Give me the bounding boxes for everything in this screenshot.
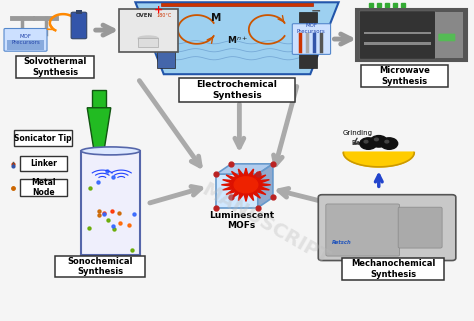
Text: Microwave
Synthesis: Microwave Synthesis: [379, 66, 430, 85]
Text: OVEN: OVEN: [136, 13, 153, 18]
FancyBboxPatch shape: [342, 258, 444, 280]
Text: MOF
Precursors: MOF Precursors: [297, 23, 326, 34]
FancyBboxPatch shape: [364, 42, 431, 45]
FancyBboxPatch shape: [356, 9, 467, 61]
Text: Solvothermal
Synthesis: Solvothermal Synthesis: [23, 57, 87, 76]
Text: MANUSCRIPT: MANUSCRIPT: [198, 180, 333, 269]
FancyBboxPatch shape: [16, 56, 94, 78]
FancyBboxPatch shape: [179, 78, 295, 102]
Circle shape: [360, 138, 377, 149]
Circle shape: [370, 135, 387, 147]
FancyBboxPatch shape: [318, 195, 456, 261]
Polygon shape: [221, 168, 271, 201]
Text: Luminescent
MOFs: Luminescent MOFs: [209, 211, 274, 230]
Text: MOF
Precursors: MOF Precursors: [11, 34, 40, 45]
FancyBboxPatch shape: [361, 65, 448, 87]
Polygon shape: [81, 151, 140, 255]
Text: +: +: [155, 4, 164, 14]
FancyBboxPatch shape: [19, 179, 67, 196]
FancyBboxPatch shape: [14, 130, 72, 146]
FancyBboxPatch shape: [326, 204, 400, 256]
Text: Mechanochemical
Synthesis: Mechanochemical Synthesis: [351, 259, 435, 279]
Text: Sonochemical
Synthesis: Sonochemical Synthesis: [67, 257, 133, 276]
Text: Linker: Linker: [30, 159, 57, 168]
FancyBboxPatch shape: [436, 12, 463, 58]
Circle shape: [374, 138, 378, 141]
FancyBboxPatch shape: [119, 9, 178, 52]
Polygon shape: [216, 164, 273, 174]
FancyBboxPatch shape: [55, 256, 145, 277]
FancyBboxPatch shape: [76, 10, 82, 14]
Circle shape: [234, 177, 258, 193]
FancyBboxPatch shape: [359, 11, 436, 59]
Circle shape: [385, 140, 389, 143]
Text: Sonicator Tip: Sonicator Tip: [14, 134, 72, 143]
Text: Grinding: Grinding: [343, 130, 373, 136]
Polygon shape: [216, 174, 258, 208]
Text: M$^{n+}$: M$^{n+}$: [227, 35, 247, 47]
Circle shape: [364, 140, 368, 143]
FancyBboxPatch shape: [398, 207, 442, 248]
Text: Electrochemical
Synthesis: Electrochemical Synthesis: [197, 81, 277, 100]
Text: −: −: [310, 4, 321, 18]
Circle shape: [381, 138, 398, 149]
FancyBboxPatch shape: [300, 12, 318, 68]
Polygon shape: [87, 108, 111, 152]
Text: M: M: [210, 13, 221, 23]
Polygon shape: [343, 152, 414, 167]
Text: Ball: Ball: [351, 140, 364, 146]
Polygon shape: [136, 2, 338, 74]
Text: Metal
Node: Metal Node: [31, 178, 55, 197]
FancyBboxPatch shape: [292, 24, 330, 54]
FancyBboxPatch shape: [161, 3, 313, 6]
Text: Retsch: Retsch: [331, 240, 351, 245]
Polygon shape: [258, 164, 273, 208]
FancyBboxPatch shape: [364, 32, 431, 34]
Ellipse shape: [81, 147, 140, 155]
Text: 180°C: 180°C: [156, 13, 172, 18]
FancyBboxPatch shape: [7, 40, 44, 50]
FancyBboxPatch shape: [19, 156, 67, 171]
FancyBboxPatch shape: [438, 34, 456, 41]
FancyBboxPatch shape: [92, 90, 106, 108]
FancyBboxPatch shape: [4, 29, 47, 51]
Ellipse shape: [138, 36, 158, 41]
FancyBboxPatch shape: [71, 12, 87, 39]
FancyBboxPatch shape: [138, 38, 158, 47]
FancyBboxPatch shape: [156, 12, 174, 68]
